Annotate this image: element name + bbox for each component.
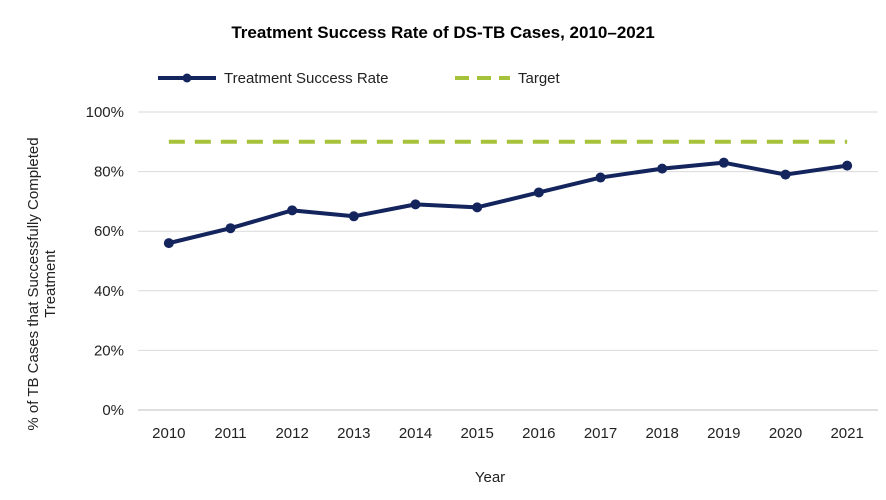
point-2021	[842, 160, 853, 171]
y-axis-label-line-2: Treatment	[42, 249, 59, 318]
legend-item-target: Target	[455, 70, 561, 87]
x-tick-label-2016: 2016	[522, 425, 555, 442]
x-axis-label: Year	[475, 469, 505, 486]
x-tick-label-2020: 2020	[769, 425, 802, 442]
x-tick-label-2021: 2021	[830, 425, 863, 442]
point-2013	[348, 211, 359, 222]
y-tick-label-60: 60%	[94, 223, 124, 240]
x-tick-label-2012: 2012	[275, 425, 308, 442]
legend-label-target: Target	[518, 70, 561, 87]
point-2018	[657, 163, 668, 174]
y-tick-label-20: 20%	[94, 342, 124, 359]
point-2017	[595, 172, 606, 183]
y-tick-label-80: 80%	[94, 164, 124, 181]
x-tick-label-2014: 2014	[399, 425, 432, 442]
x-tick-label-2011: 2011	[214, 425, 246, 442]
legend-marker-success-rate	[182, 73, 192, 83]
x-tick-label-2013: 2013	[337, 425, 370, 442]
y-axis-label: % of TB Cases that Successfully Complete…	[25, 137, 59, 430]
point-2010	[163, 238, 174, 249]
series-treatment-success-rate	[163, 157, 853, 249]
point-2019	[718, 157, 729, 168]
legend: Treatment Success Rate Target	[158, 70, 561, 87]
point-2014	[410, 199, 421, 210]
point-2015	[472, 202, 483, 213]
x-tick-label-2010: 2010	[152, 425, 185, 442]
gridlines	[138, 111, 878, 411]
point-2016	[533, 187, 544, 198]
legend-item-success-rate: Treatment Success Rate	[158, 70, 389, 87]
point-2012	[287, 205, 298, 216]
y-axis-ticks: 0% 20% 40% 60% 80% 100%	[86, 104, 124, 419]
legend-label-success-rate: Treatment Success Rate	[224, 70, 389, 87]
chart-title: Treatment Success Rate of DS-TB Cases, 2…	[231, 23, 654, 42]
y-axis-label-line-1: % of TB Cases that Successfully Complete…	[25, 137, 42, 430]
point-2011	[225, 223, 236, 234]
point-2020	[780, 169, 791, 180]
y-tick-label-0: 0%	[102, 402, 124, 419]
x-tick-label-2015: 2015	[460, 425, 493, 442]
x-tick-label-2018: 2018	[645, 425, 678, 442]
y-tick-label-100: 100%	[86, 104, 124, 121]
x-axis-ticks: 2010 2011 2012 2013 2014 2015 2016 2017 2018 2019…	[152, 425, 864, 442]
success-rate-line	[168, 160, 848, 246]
x-tick-label-2017: 2017	[584, 425, 617, 442]
x-tick-label-2019: 2019	[707, 425, 740, 442]
y-tick-label-40: 40%	[94, 283, 124, 300]
